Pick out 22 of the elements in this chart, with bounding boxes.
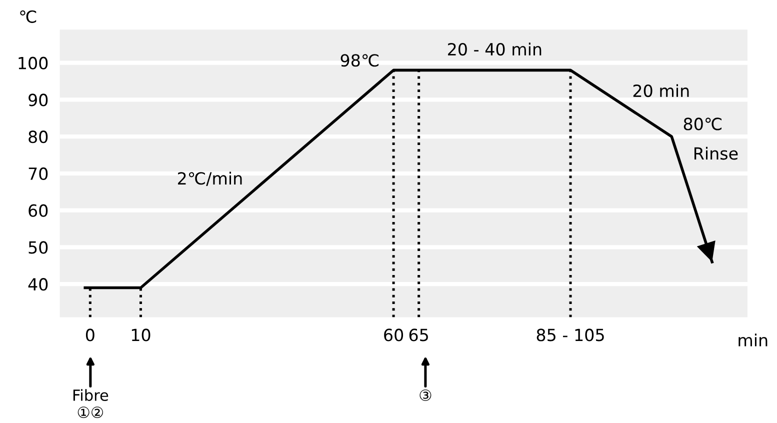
x-tick-label: 0 (86, 328, 94, 342)
y-tick-label: 80 (28, 130, 48, 144)
y-tick-label: 70 (28, 167, 48, 180)
y-tick-label: 60 (28, 204, 48, 217)
text: ③ (420, 389, 432, 401)
annotation: Rinse (694, 146, 738, 160)
text: Fibre ①② (73, 389, 108, 418)
y-tick-label: 50 (28, 241, 48, 254)
annotation: 2℃/min (178, 172, 242, 186)
annotation: 80℃ (684, 118, 722, 130)
y-tick-label: 90 (28, 94, 48, 106)
x-tick-label: 85 - 105 (536, 328, 604, 342)
x-tick-label: 60 (384, 328, 404, 342)
x-tick-label: 10 (132, 328, 150, 342)
y-axis-title: ℃ (20, 10, 36, 23)
x-axis-title: min (738, 334, 768, 346)
annotation: 98℃ (340, 54, 378, 67)
annotation: 20 - 40 min (448, 42, 542, 56)
annotation: 20 min (633, 84, 689, 98)
y-tick-label: 100 (18, 56, 48, 70)
y-tick-label: 40 (28, 278, 48, 291)
x-tick-label: 65 (409, 328, 428, 342)
